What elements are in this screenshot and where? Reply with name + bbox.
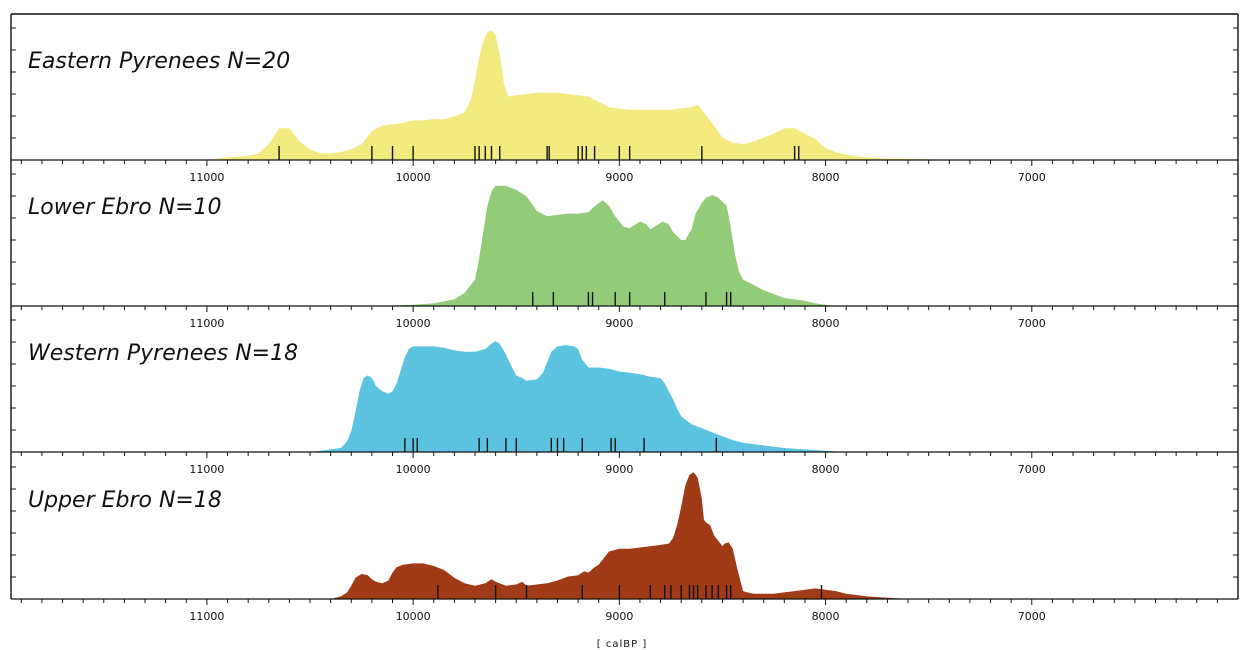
density-area — [310, 341, 847, 452]
panel-title: Western Pyrenees N=18 — [28, 341, 298, 366]
x-tick-label: 10000 — [396, 171, 431, 184]
x-tick-label: 11000 — [189, 610, 224, 623]
panel-title: Eastern Pyrenees N=20 — [28, 49, 290, 74]
x-tick-label: 7000 — [1018, 171, 1046, 184]
panel-3: 11000 10000 9000 8000 7000 Western Pyrenees N… — [11, 319, 1238, 476]
x-tick-label: 10000 — [396, 463, 431, 476]
x-tick-label: 9000 — [605, 463, 633, 476]
x-tick-label: 10000 — [396, 317, 431, 330]
x-tick-label: 8000 — [812, 610, 840, 623]
x-tick-label: 7000 — [1018, 317, 1046, 330]
panel-title: Lower Ebro N=10 — [28, 195, 222, 220]
x-tick-label: 9000 — [605, 171, 633, 184]
panel-1: 11000 10000 9000 8000 7000 Eastern Pyrenees N… — [11, 27, 1238, 184]
x-tick-label: 11000 — [189, 171, 224, 184]
panel-4: 11000 10000 9000 8000 7000 Upper Ebro N=18 — [11, 466, 1238, 623]
x-tick-label: 9000 — [605, 610, 633, 623]
panel-2: 11000 10000 9000 8000 7000 Lower Ebro N=10 — [11, 173, 1238, 330]
x-tick-label: 8000 — [812, 317, 840, 330]
x-tick-label: 8000 — [812, 171, 840, 184]
x-tick-label: 10000 — [396, 610, 431, 623]
x-tick-label: 11000 — [189, 317, 224, 330]
x-tick-label: 7000 — [1018, 463, 1046, 476]
density-area — [382, 185, 836, 306]
density-area — [206, 30, 950, 160]
x-tick-label: 8000 — [812, 463, 840, 476]
density-area — [330, 472, 909, 599]
panel-title: Upper Ebro N=18 — [28, 488, 222, 513]
x-tick-label: 11000 — [189, 463, 224, 476]
x-tick-label: 9000 — [605, 317, 633, 330]
x-axis-title: [ calBP ] — [597, 639, 647, 650]
x-tick-label: 7000 — [1018, 610, 1046, 623]
